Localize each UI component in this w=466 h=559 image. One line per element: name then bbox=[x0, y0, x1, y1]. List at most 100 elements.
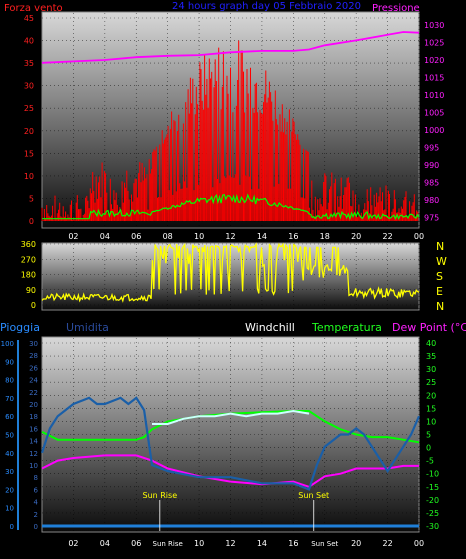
humidity-tick-label: 30 bbox=[29, 340, 38, 348]
x-tick-label: 16 bbox=[288, 539, 298, 548]
x-tick-label: 12 bbox=[225, 539, 235, 548]
temp-tick-label: 40 bbox=[426, 339, 436, 348]
humidity-tick-label: 16 bbox=[29, 425, 38, 433]
humidity-label: Umidita bbox=[66, 321, 109, 334]
x-tick-label: Sun Set bbox=[311, 540, 338, 548]
pressure-axis-label: Pressione bbox=[372, 3, 420, 14]
humidity-line bbox=[40, 396, 421, 491]
temp-tick-label: -25 bbox=[426, 509, 439, 518]
humidity-tick-label: 20 bbox=[29, 401, 38, 409]
x-tick-label: Sun Rise bbox=[153, 540, 183, 548]
wind-tick-label: 10 bbox=[24, 172, 34, 181]
x-tick-label: 06 bbox=[131, 539, 141, 548]
gust-series bbox=[41, 40, 419, 221]
temp-tick-label: -10 bbox=[426, 470, 439, 479]
rain-tick-label: 40 bbox=[5, 450, 14, 458]
x-tick-label: 00 bbox=[414, 539, 424, 548]
direction-tick-label: 360 bbox=[21, 240, 36, 249]
pressure-tick-label: 990 bbox=[424, 161, 439, 170]
x-tick-label: 12 bbox=[225, 232, 235, 241]
humidity-tick-label: 8 bbox=[34, 474, 38, 482]
x-tick-label: 04 bbox=[100, 539, 110, 548]
wind-tick-label: 5 bbox=[29, 194, 34, 203]
humidity-tick-label: 28 bbox=[29, 352, 38, 360]
dewpoint-label: Dew Point (°C) bbox=[392, 321, 466, 334]
temp-tick-label: -15 bbox=[426, 483, 439, 492]
temp-tick-label: 15 bbox=[426, 404, 436, 413]
pressure-tick-label: 975 bbox=[424, 214, 439, 223]
x-tick-label: 08 bbox=[163, 232, 173, 241]
temp-tick-label: 25 bbox=[426, 378, 436, 387]
temperature-series bbox=[40, 396, 421, 528]
wind-tick-label: 45 bbox=[24, 14, 34, 23]
compass-letter: S bbox=[436, 270, 443, 283]
chart-title: 24 hours graph day 05 Febbraio 2020 bbox=[172, 1, 361, 12]
temp-tick-label: -5 bbox=[426, 457, 434, 466]
pressure-tick-label: 1020 bbox=[424, 56, 444, 65]
pressure-tick-label: 1000 bbox=[424, 126, 444, 135]
pressure-tick-label: 980 bbox=[424, 196, 439, 205]
humidity-tick-label: 0 bbox=[34, 523, 38, 531]
temp-tick-label: -30 bbox=[426, 522, 439, 531]
pressure-series bbox=[41, 31, 420, 64]
x-tick-label: 22 bbox=[382, 232, 392, 241]
rain-tick-label: 70 bbox=[5, 395, 14, 403]
x-tick-label: 00 bbox=[414, 232, 424, 241]
humidity-tick-label: 14 bbox=[29, 438, 38, 446]
compass-letter: N bbox=[436, 300, 444, 313]
wind-direction-series bbox=[41, 242, 420, 303]
pressure-tick-label: 1015 bbox=[424, 74, 444, 83]
x-tick-label: 14 bbox=[257, 232, 267, 241]
x-tick-label: 18 bbox=[320, 232, 330, 241]
x-tick-label: 10 bbox=[194, 539, 204, 548]
pressure-line bbox=[41, 31, 420, 64]
x-tick-label: 02 bbox=[68, 539, 78, 548]
temp-tick-label: 10 bbox=[426, 417, 436, 426]
compass-letter: W bbox=[436, 255, 447, 268]
pressure-tick-label: 1030 bbox=[424, 21, 444, 30]
x-tick-label: 20 bbox=[351, 539, 361, 548]
direction-tick-label: 90 bbox=[26, 286, 36, 295]
humidity-tick-label: 2 bbox=[34, 511, 38, 519]
windchill-line bbox=[152, 409, 310, 425]
rain-tick-label: 90 bbox=[5, 358, 14, 366]
x-tick-label: 04 bbox=[100, 232, 110, 241]
rain-tick-label: 10 bbox=[5, 505, 14, 513]
x-tick-label: 16 bbox=[288, 232, 298, 241]
wind-speed-line bbox=[42, 193, 420, 221]
temperature-grid bbox=[42, 338, 420, 531]
wind-tick-label: 35 bbox=[24, 59, 34, 68]
x-tick-label: 20 bbox=[351, 232, 361, 241]
wind-tick-label: 30 bbox=[24, 82, 34, 91]
temp-tick-label: 35 bbox=[426, 352, 436, 361]
wind-tick-label: 20 bbox=[24, 127, 34, 136]
sun-annotation: Sun Set bbox=[298, 491, 329, 500]
wind-direction-axis-ticks: 0 90 180 270 360 bbox=[21, 240, 36, 310]
pressure-tick-label: 985 bbox=[424, 179, 439, 188]
rain-axis-ticks: 0 10 20 30 40 50 60 70 80 90 100 bbox=[1, 340, 19, 531]
wind-speed-axis-label: Forza vento bbox=[4, 3, 63, 14]
humidity-tick-label: 10 bbox=[29, 462, 38, 470]
direction-tick-label: 180 bbox=[21, 271, 36, 280]
humidity-tick-label: 24 bbox=[29, 377, 38, 385]
temperature-label: Temperatura bbox=[311, 321, 382, 334]
wind-tick-label: 0 bbox=[29, 217, 34, 226]
wind-speed-series bbox=[42, 193, 420, 221]
rain-tick-label: 0 bbox=[10, 523, 14, 531]
pressure-tick-label: 995 bbox=[424, 144, 439, 153]
temperature-axis-ticks: -30 -25 -20 -15 -10 -5 0 5 10 15 20 25 30 35 40 bbox=[426, 339, 439, 531]
wind-tick-label: 40 bbox=[24, 37, 34, 46]
sun-annotation: Sun Rise bbox=[142, 491, 177, 500]
temperature-x-ticks: 02 04 06 Sun Rise 10 12 14 16 Sun Set 20 22 00 bbox=[68, 539, 424, 548]
sun-annotations: Sun Rise Sun Set bbox=[142, 491, 329, 531]
wind-direction-line bbox=[41, 242, 420, 303]
wind-tick-label: 15 bbox=[24, 149, 34, 158]
temp-tick-label: 30 bbox=[426, 365, 436, 374]
gust-bars bbox=[41, 40, 419, 221]
direction-tick-label: 270 bbox=[21, 255, 36, 264]
x-tick-label: 14 bbox=[257, 539, 267, 548]
